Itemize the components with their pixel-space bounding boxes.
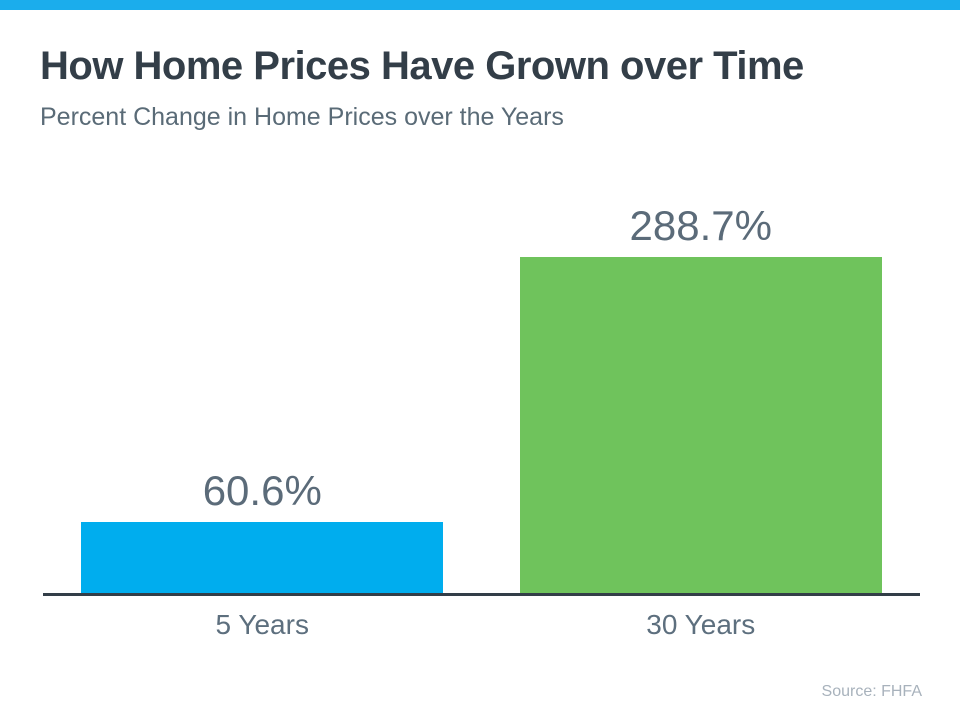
chart-title: How Home Prices Have Grown over Time: [40, 44, 804, 88]
bar-value-label-30-years: 288.7%: [629, 202, 772, 249]
bar-group-5-years: 60.6%: [81, 467, 444, 593]
top-accent-bar: [0, 0, 960, 10]
x-tick-label-30-years: 30 Years: [646, 609, 756, 640]
chart-subtitle: Percent Change in Home Prices over the Y…: [40, 103, 564, 131]
x-tick-label-5-years: 5 Years: [215, 609, 309, 640]
bar-chart: 60.6% 288.7% 5 Years 30 Years: [43, 205, 920, 640]
bar-value-label-5-years: 60.6%: [202, 467, 322, 514]
bar-30-years: [519, 257, 882, 593]
plot-area: 60.6% 288.7%: [43, 205, 920, 593]
bar-group-30-years: 288.7%: [519, 202, 882, 593]
bar-5-years: [81, 522, 444, 593]
source-attribution: Source: FHFA: [821, 683, 922, 700]
